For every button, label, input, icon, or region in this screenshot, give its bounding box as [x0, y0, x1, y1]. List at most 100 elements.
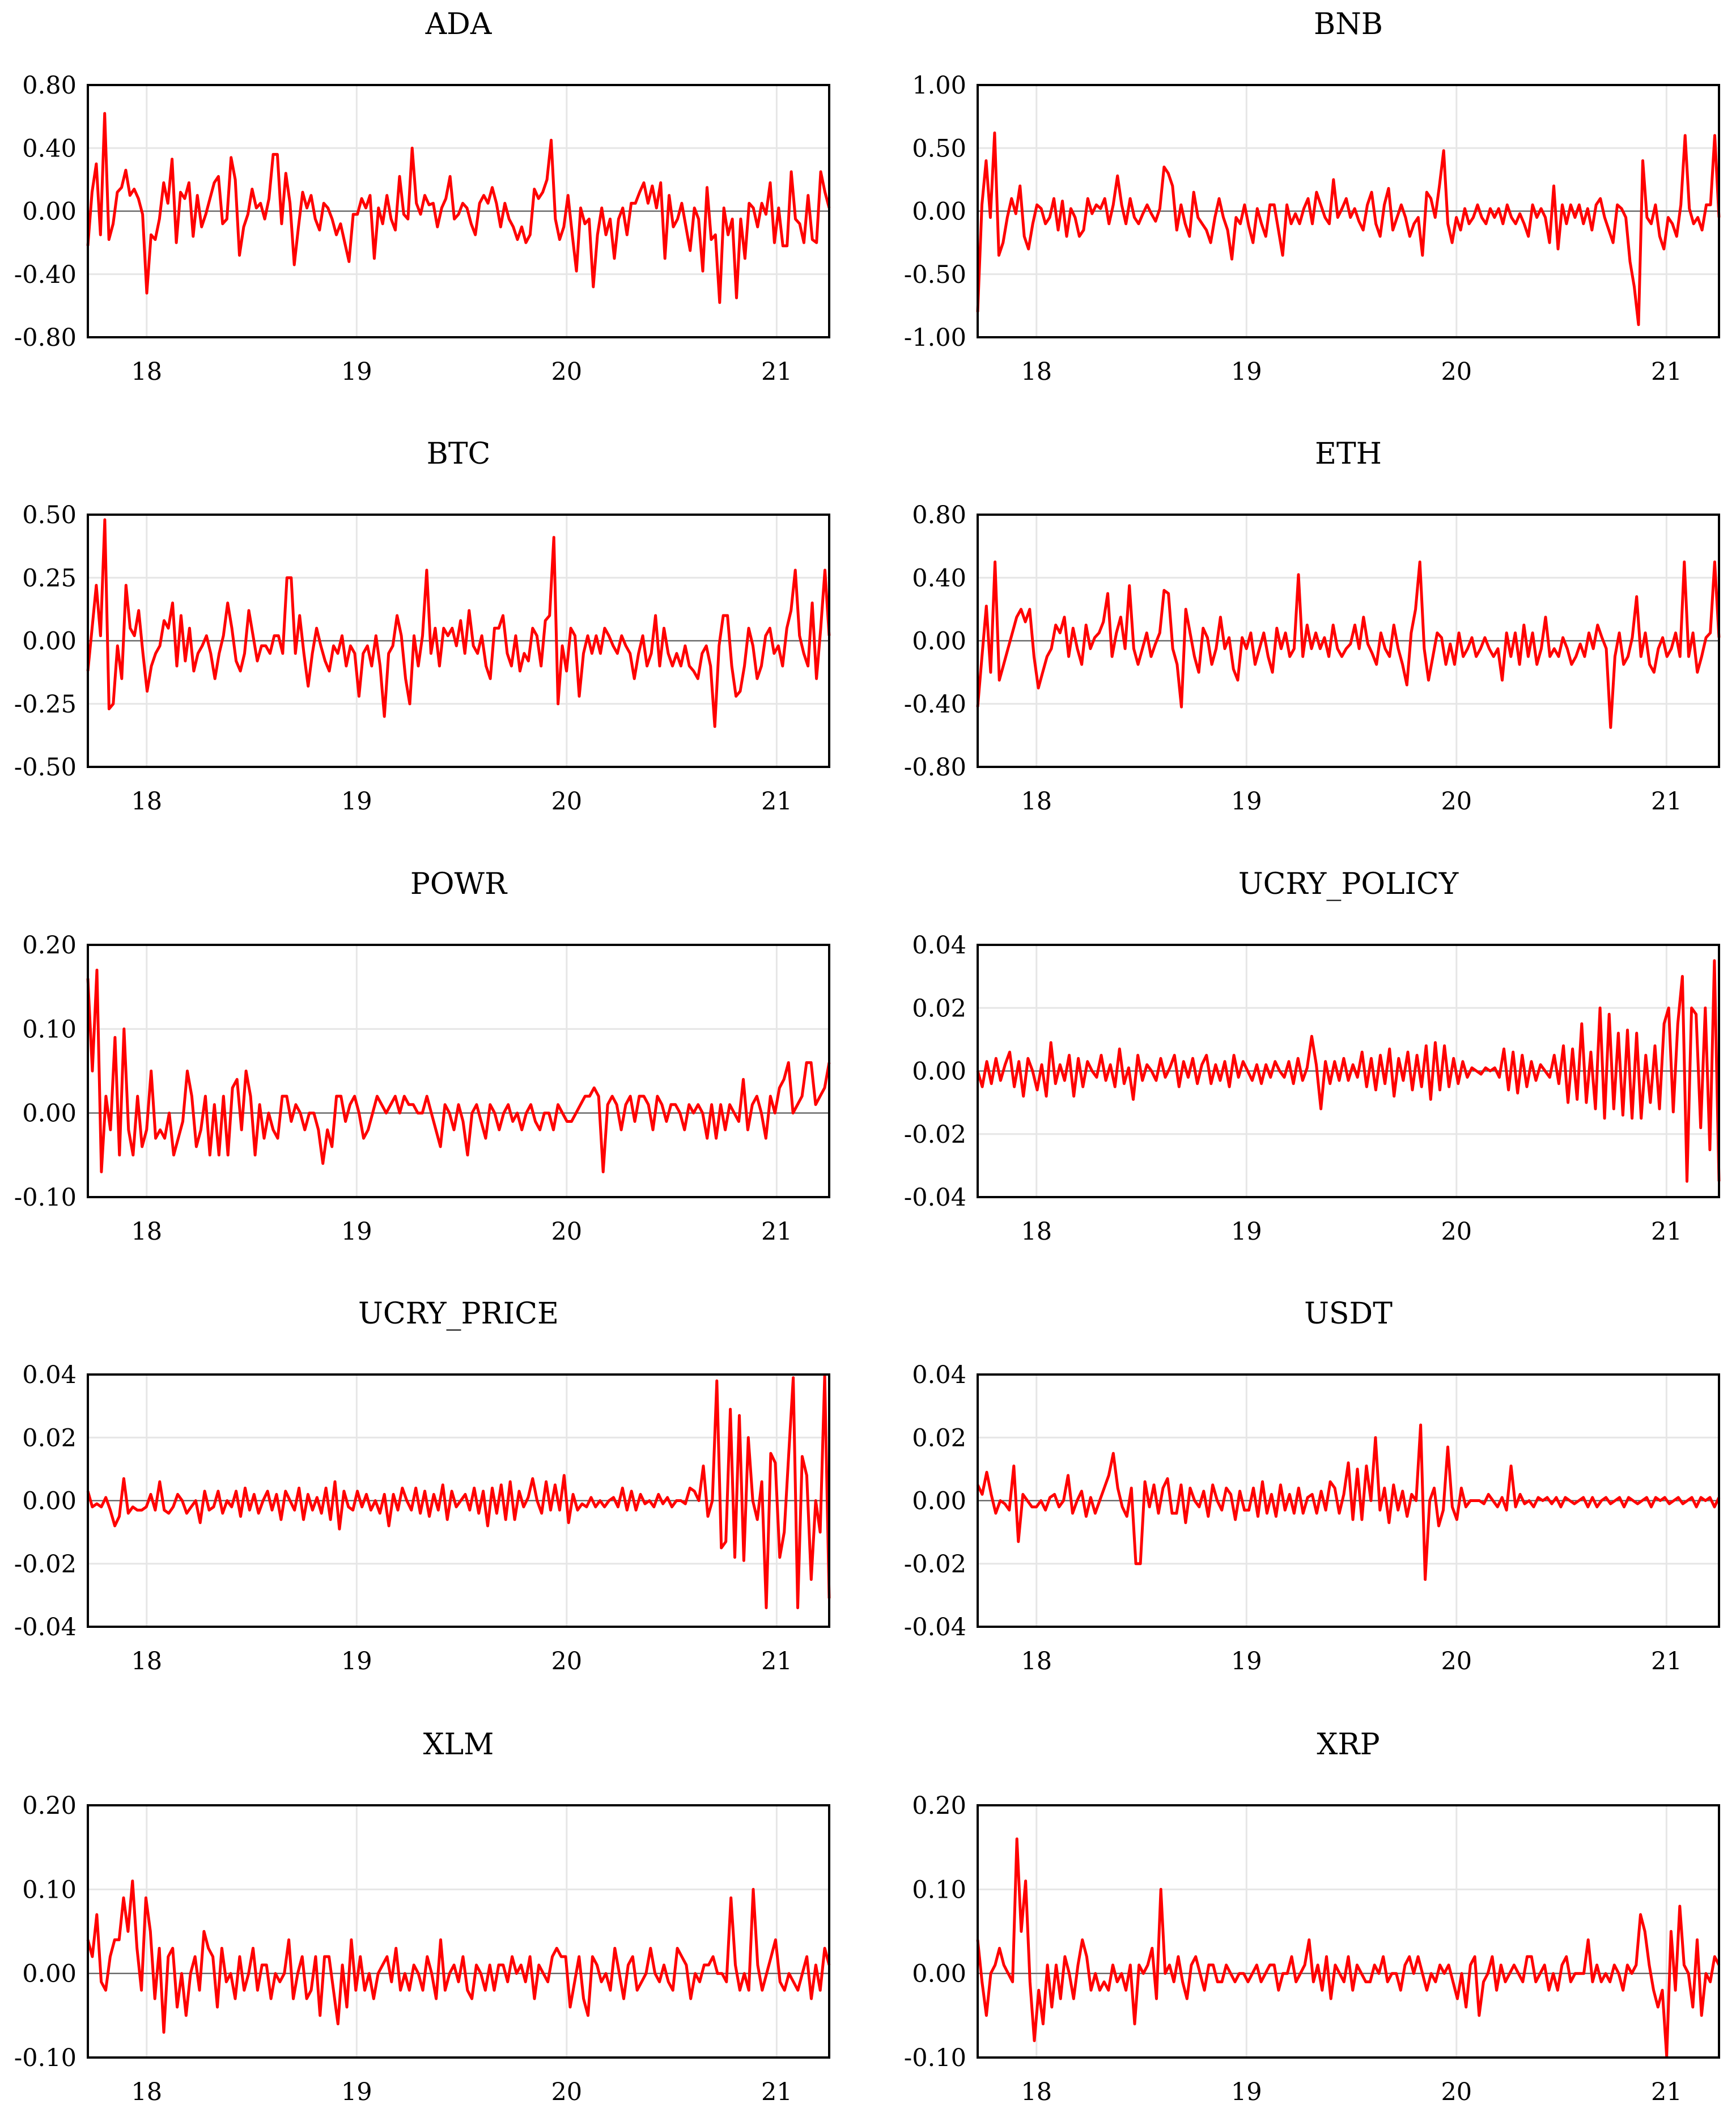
series-line-powr: [86, 969, 831, 1173]
panel-powr: POWR 0.20 0.10 0.00 -0.10 18 19 20 21: [14, 867, 831, 1246]
series-line-xrp: [976, 1837, 1721, 2058]
y-tick-label: 0.50: [912, 134, 966, 163]
y-tick-label: -0.04: [904, 1613, 966, 1641]
y-tick-label: 0.20: [912, 1792, 966, 1820]
y-tick-label: 0.80: [22, 71, 77, 100]
panel-title: ETH: [1315, 437, 1382, 471]
series-line-ucry-price: [86, 1374, 831, 1610]
x-tick-label: 18: [1021, 1218, 1052, 1246]
x-tick-label: 19: [341, 787, 372, 816]
y-tick-label: 0.10: [22, 1015, 77, 1043]
x-tick-label: 18: [1021, 787, 1052, 816]
panel-btc: BTC 0.50 0.25 0.00 -0.25 -0.50 18 19 20 21: [14, 437, 831, 816]
y-tick-label: 0.50: [22, 501, 77, 529]
panel-title: UCRY_PRICE: [358, 1297, 559, 1331]
y-tick-label: 0.00: [22, 1100, 77, 1128]
x-tick-label: 20: [551, 1218, 582, 1246]
y-tick-label: 0.00: [22, 627, 77, 656]
plot-frame: [87, 514, 830, 768]
y-tick-label: -0.40: [14, 261, 77, 289]
y-tick-label: -0.40: [904, 690, 966, 719]
y-tick-label: 0.04: [912, 1361, 966, 1389]
series-line-bnb: [976, 132, 1721, 326]
x-tick-label: 19: [341, 2078, 372, 2104]
panel-xlm: XLM 0.20 0.10 0.00 -0.10 18 19 20 21: [14, 1728, 831, 2104]
x-tick-label: 18: [131, 1647, 162, 1675]
plot-frame: [977, 944, 1720, 1198]
plot-frame: [87, 944, 830, 1198]
x-tick-label: 19: [1231, 787, 1262, 816]
y-tick-label: -1.00: [904, 324, 966, 352]
x-tick-label: 20: [551, 358, 582, 386]
x-tick-label: 21: [1651, 1218, 1682, 1246]
y-tick-label: -0.80: [14, 324, 77, 352]
y-tick-label: -0.02: [904, 1121, 966, 1149]
panel-ucry-price: UCRY_PRICE 0.04 0.02 0.00 -0.02 -0.04 18 19 20 21: [14, 1297, 831, 1675]
x-tick-label: 21: [1651, 358, 1682, 386]
x-tick-label: 19: [341, 1647, 372, 1675]
x-tick-label: 19: [341, 1218, 372, 1246]
y-tick-label: 0.00: [912, 198, 966, 226]
x-tick-label: 18: [1021, 2078, 1052, 2104]
y-tick-label: -0.04: [14, 1613, 77, 1641]
y-tick-label: 0.04: [912, 931, 966, 960]
series-line-ucry-policy: [976, 959, 1721, 1183]
x-tick-label: 20: [1441, 1218, 1472, 1246]
x-tick-label: 21: [761, 1647, 792, 1675]
x-tick-label: 20: [1441, 1647, 1472, 1675]
panel-title: XRP: [1317, 1728, 1380, 1762]
panel-title: UCRY_POLICY: [1238, 867, 1459, 901]
y-tick-label: 0.20: [22, 931, 77, 960]
plot-area: [88, 1805, 829, 2058]
y-tick-label: -0.02: [14, 1550, 77, 1579]
series-line-xlm: [86, 1880, 831, 2034]
x-tick-label: 19: [1231, 1218, 1262, 1246]
y-tick-label: -0.50: [14, 753, 77, 782]
y-tick-label: -0.10: [14, 2044, 77, 2072]
plot-frame: [87, 84, 830, 338]
x-tick-label: 21: [761, 787, 792, 816]
panel-title: ADA: [425, 7, 493, 41]
panel-usdt: USDT 0.04 0.02 0.00 -0.02 -0.04 18 19 20 21: [904, 1297, 1721, 1675]
y-tick-label: -0.80: [904, 753, 966, 782]
y-tick-label: 0.00: [912, 1960, 966, 1988]
y-tick-label: 0.02: [912, 1424, 966, 1452]
y-tick-label: 0.00: [912, 1487, 966, 1516]
y-tick-label: 0.80: [912, 501, 966, 529]
x-tick-label: 21: [1651, 787, 1682, 816]
panel-title: POWR: [410, 867, 508, 901]
series-line-usdt: [976, 1423, 1721, 1581]
x-tick-label: 21: [1651, 1647, 1682, 1675]
y-tick-label: 0.10: [912, 1876, 966, 1904]
panel-eth: ETH 0.80 0.40 0.00 -0.40 -0.80 18 19 20 21: [904, 437, 1721, 816]
y-tick-label: 0.10: [22, 1876, 77, 1904]
y-tick-label: 0.20: [22, 1792, 77, 1820]
y-tick-label: 0.02: [912, 994, 966, 1023]
series-line-eth: [976, 560, 1721, 729]
y-tick-label: 0.40: [22, 134, 77, 163]
x-tick-label: 19: [1231, 358, 1262, 386]
x-tick-label: 18: [131, 1218, 162, 1246]
y-tick-label: -0.50: [904, 261, 966, 289]
panel-title: BNB: [1314, 7, 1383, 41]
x-tick-label: 21: [761, 358, 792, 386]
panel-ucry-policy: UCRY_POLICY 0.04 0.02 0.00 -0.02 -0.04 18 19 20 2…: [904, 867, 1721, 1246]
plot-frame: [87, 1373, 830, 1628]
x-tick-label: 20: [551, 787, 582, 816]
panel-title: BTC: [427, 437, 491, 471]
y-tick-label: 0.00: [22, 198, 77, 226]
x-tick-label: 19: [1231, 1647, 1262, 1675]
x-tick-label: 20: [551, 1647, 582, 1675]
x-tick-label: 18: [1021, 1647, 1052, 1675]
y-tick-label: -0.10: [14, 1184, 77, 1212]
plot-frame: [977, 1804, 1720, 2059]
y-tick-label: 0.04: [22, 1361, 77, 1389]
x-tick-label: 20: [1441, 787, 1472, 816]
plot-area: [88, 945, 829, 1197]
x-tick-label: 21: [1651, 2078, 1682, 2104]
panel-bnb: BNB 1.00 0.50 0.00 -0.50 -1.00 18 19 20 21: [904, 7, 1721, 386]
x-tick-label: 21: [761, 2078, 792, 2104]
x-tick-label: 21: [761, 1218, 792, 1246]
y-tick-label: 1.00: [912, 71, 966, 100]
